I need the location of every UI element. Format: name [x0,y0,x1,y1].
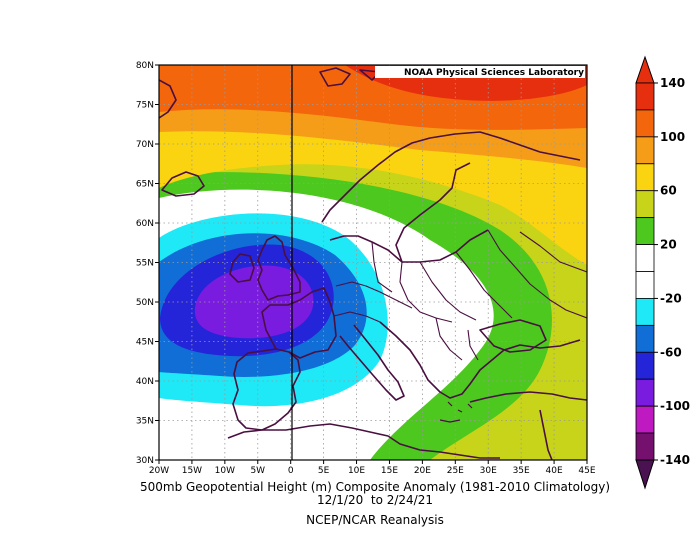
lat-tick-label: 45N [136,338,154,348]
coast-italy [339,324,405,401]
lon-tick-label: 5E [318,466,330,476]
colorbar-swatch [635,298,655,326]
lat-tick-label: 40N [136,377,154,387]
coast-balkans [379,321,581,399]
coast-greenland [159,79,177,119]
colorbar-swatch [635,405,655,434]
lon-tick-label: 0 [288,466,294,476]
colorbar-swatch [635,109,655,138]
lat-tick-label: 60N [136,219,154,229]
colorbar-swatch [635,378,655,407]
colorbar-swatch [635,163,655,192]
lon-tick-label: 40E [546,466,563,476]
colorbar-swatch [635,244,655,272]
colorbar-swatch [635,217,655,245]
figure-source: NCEP/NCAR Reanalysis [306,513,444,527]
lat-tick-label: 75N [136,101,154,111]
colorbar-swatch [635,324,655,353]
colorbar-bottom-arrow [635,459,655,490]
colorbar-top-arrow [635,55,655,84]
colorbar-label: -100 [660,399,690,413]
colorbar-swatch [635,82,655,111]
coast-black-sea [479,319,547,353]
lat-tick-label: 55N [136,259,154,269]
colorbar: 140 100 60 20 -20 -60 -100 -140 [635,55,690,490]
coast-iceland [161,171,205,197]
colorbar-swatch [635,190,655,219]
border-lines [333,229,587,361]
coast-turkey-middle-east [469,391,587,460]
colorbar-swatch [635,271,655,299]
lon-tick-label: 10W [215,466,235,476]
lon-tick-label: 15E [381,466,398,476]
lat-tick-label: 35N [136,417,154,427]
lat-tick-label: 50N [136,298,154,308]
colorbar-label: 20 [660,238,677,252]
colorbar-label: 140 [660,76,685,90]
colorbar-label: -140 [660,453,690,467]
lat-tick-label: 30N [136,456,154,466]
lat-tick-label: 80N [136,61,154,71]
lon-tick-label: 20E [414,466,431,476]
coast-scandinavia [321,131,581,263]
lon-tick-label: 30E [480,466,497,476]
lon-tick-label: 35E [513,466,530,476]
islands-aegean [439,401,473,423]
lon-tick-label: 45E [578,466,595,476]
lat-tick-label: 70N [136,140,154,150]
colorbar-label: 60 [660,184,677,198]
coast-france [261,287,337,359]
credit-box [375,66,585,78]
figure-dates: 12/1/20 to 2/24/21 [316,493,433,507]
coast-iberia [232,348,301,431]
colorbar-label: -60 [660,345,682,359]
lat-tick-label: 65N [136,180,154,190]
coast-britain [257,235,301,301]
lon-tick-label: 10E [348,466,365,476]
lon-tick-label: 20W [149,466,169,476]
lon-tick-label: 25E [447,466,464,476]
coast-ireland [229,253,255,283]
colorbar-swatch [635,351,655,380]
colorbar-label: -20 [660,291,682,305]
colorbar-swatch [635,432,655,461]
credit-text: NOAA Physical Sciences Laboratory [404,68,584,78]
colorbar-label: 100 [660,130,685,144]
axis-ticks: 20W 15W 10W 5W 0 5E 10E 15E 20E 25E 30E 35E 40E 45E 30… [136,61,596,476]
colorbar-swatch [635,136,655,165]
coastlines [159,67,587,460]
coast-africa [227,423,500,459]
lon-tick-label: 15W [182,466,202,476]
figure-title: 500mb Geopotential Height (m) Composite … [139,480,610,494]
anomaly-shading [159,65,587,460]
lon-tick-label: 5W [250,466,265,476]
